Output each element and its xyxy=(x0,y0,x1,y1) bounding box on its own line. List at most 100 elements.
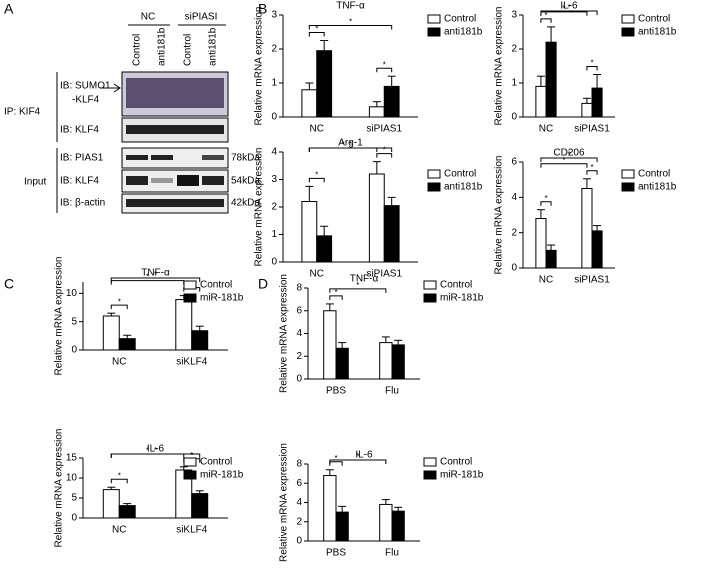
sig-bracket xyxy=(540,18,552,23)
sig-bracket xyxy=(540,163,588,168)
bar xyxy=(379,342,393,380)
legend-swatch xyxy=(621,169,635,179)
sig-label: * xyxy=(334,454,337,463)
chart-title: Arg-1 xyxy=(338,138,363,149)
sig-label: * xyxy=(544,194,547,203)
legend-label: Control xyxy=(638,14,670,25)
blot-band xyxy=(202,155,224,160)
y-tick-label: 3 xyxy=(271,10,277,21)
sig-label: * xyxy=(567,150,570,159)
legend-swatch xyxy=(183,457,197,467)
y-tick-label: 0 xyxy=(511,263,517,274)
y-tick-label: 6 xyxy=(511,157,517,168)
sig-bracket xyxy=(540,157,598,162)
y-axis-label: Relative mRNA expression xyxy=(254,7,265,126)
y-tick-label: 4 xyxy=(296,328,302,339)
bar xyxy=(316,50,333,118)
legend-label: miR-181b xyxy=(440,470,484,481)
sig-label: * xyxy=(154,270,157,279)
x-tick-label: PBS xyxy=(326,548,346,559)
x-tick-label: NC xyxy=(539,124,553,135)
lane-label: anti181b xyxy=(208,27,219,66)
bar xyxy=(535,85,547,118)
bar xyxy=(191,493,209,519)
sig-bracket xyxy=(586,66,598,71)
bar xyxy=(323,310,337,380)
y-tick-label: 15 xyxy=(66,453,78,464)
bar xyxy=(102,315,120,351)
sig-bracket xyxy=(329,288,387,293)
y-tick-label: 6 xyxy=(296,305,302,316)
y-tick-label: 2 xyxy=(511,44,517,55)
legend-label: Control xyxy=(444,14,476,25)
legend-swatch xyxy=(423,293,437,303)
panel-label: D xyxy=(258,276,268,292)
y-tick-label: 10 xyxy=(66,288,78,299)
x-tick-label: siKLF4 xyxy=(176,357,208,368)
y-tick-label: 0 xyxy=(71,345,77,356)
x-tick-label: PBS xyxy=(326,386,346,397)
y-tick-label: 2 xyxy=(296,516,302,527)
y-tick-label: 2 xyxy=(296,351,302,362)
bar xyxy=(368,173,385,263)
chart-title: IL-6 xyxy=(147,444,165,455)
legend-swatch xyxy=(427,14,441,24)
sig-label: * xyxy=(567,3,570,12)
legend-label: Control xyxy=(638,169,670,180)
bar xyxy=(581,102,593,118)
bar xyxy=(102,489,120,519)
sig-label: * xyxy=(315,25,318,34)
group-label: siPIASI xyxy=(185,12,218,23)
bar xyxy=(581,188,593,269)
legend-swatch xyxy=(183,280,197,290)
chart-title: TNF-α xyxy=(336,1,365,12)
sig-label: * xyxy=(190,451,193,460)
legend-swatch xyxy=(621,182,635,192)
sig-label: * xyxy=(349,18,352,27)
bar xyxy=(391,510,405,542)
x-tick-label: NC xyxy=(539,275,553,286)
y-tick-label: 2 xyxy=(511,227,517,238)
legend-swatch xyxy=(427,27,441,37)
y-axis-label: Relative mRNA expression xyxy=(254,148,265,267)
sig-bracket xyxy=(329,459,387,464)
legend-label: Control xyxy=(200,280,232,291)
y-tick-label: 3 xyxy=(271,174,277,185)
bar xyxy=(335,347,349,380)
blot-box xyxy=(121,169,229,193)
sig-label: * xyxy=(590,163,593,172)
sig-bracket xyxy=(376,67,393,73)
blot-band xyxy=(126,78,224,108)
y-axis-label: Relative mRNA expression xyxy=(54,257,65,376)
lane-label: Control xyxy=(183,34,194,66)
x-tick-label: NC xyxy=(112,357,126,368)
blot-band xyxy=(202,176,224,185)
bar xyxy=(545,41,557,118)
legend-label: anti181b xyxy=(444,182,483,193)
blot-band xyxy=(126,176,148,185)
legend-label: Control xyxy=(440,280,472,291)
legend-swatch xyxy=(427,169,441,179)
sig-label: * xyxy=(342,140,345,149)
chart-title: IL-6 xyxy=(560,1,578,12)
bar xyxy=(118,505,136,519)
legend-swatch xyxy=(423,280,437,290)
legend-swatch xyxy=(183,470,197,480)
sig-bracket xyxy=(540,10,598,15)
y-tick-label: 8 xyxy=(296,459,302,470)
bar xyxy=(301,89,318,118)
bar xyxy=(118,338,136,351)
size-label: 54kDa xyxy=(231,176,260,187)
bar xyxy=(191,330,209,351)
arrow xyxy=(100,83,121,93)
size-label: 42kDa xyxy=(231,198,260,209)
bar xyxy=(301,201,318,263)
bar xyxy=(323,475,337,542)
bar xyxy=(175,299,193,351)
bar xyxy=(545,249,557,269)
chart-title: TNF-α xyxy=(141,268,170,279)
legend-label: Control xyxy=(440,457,472,468)
y-axis-label: Relative mRNA expression xyxy=(54,429,65,548)
sig-bracket xyxy=(586,170,598,175)
x-tick-label: siPIAS1 xyxy=(574,275,610,286)
